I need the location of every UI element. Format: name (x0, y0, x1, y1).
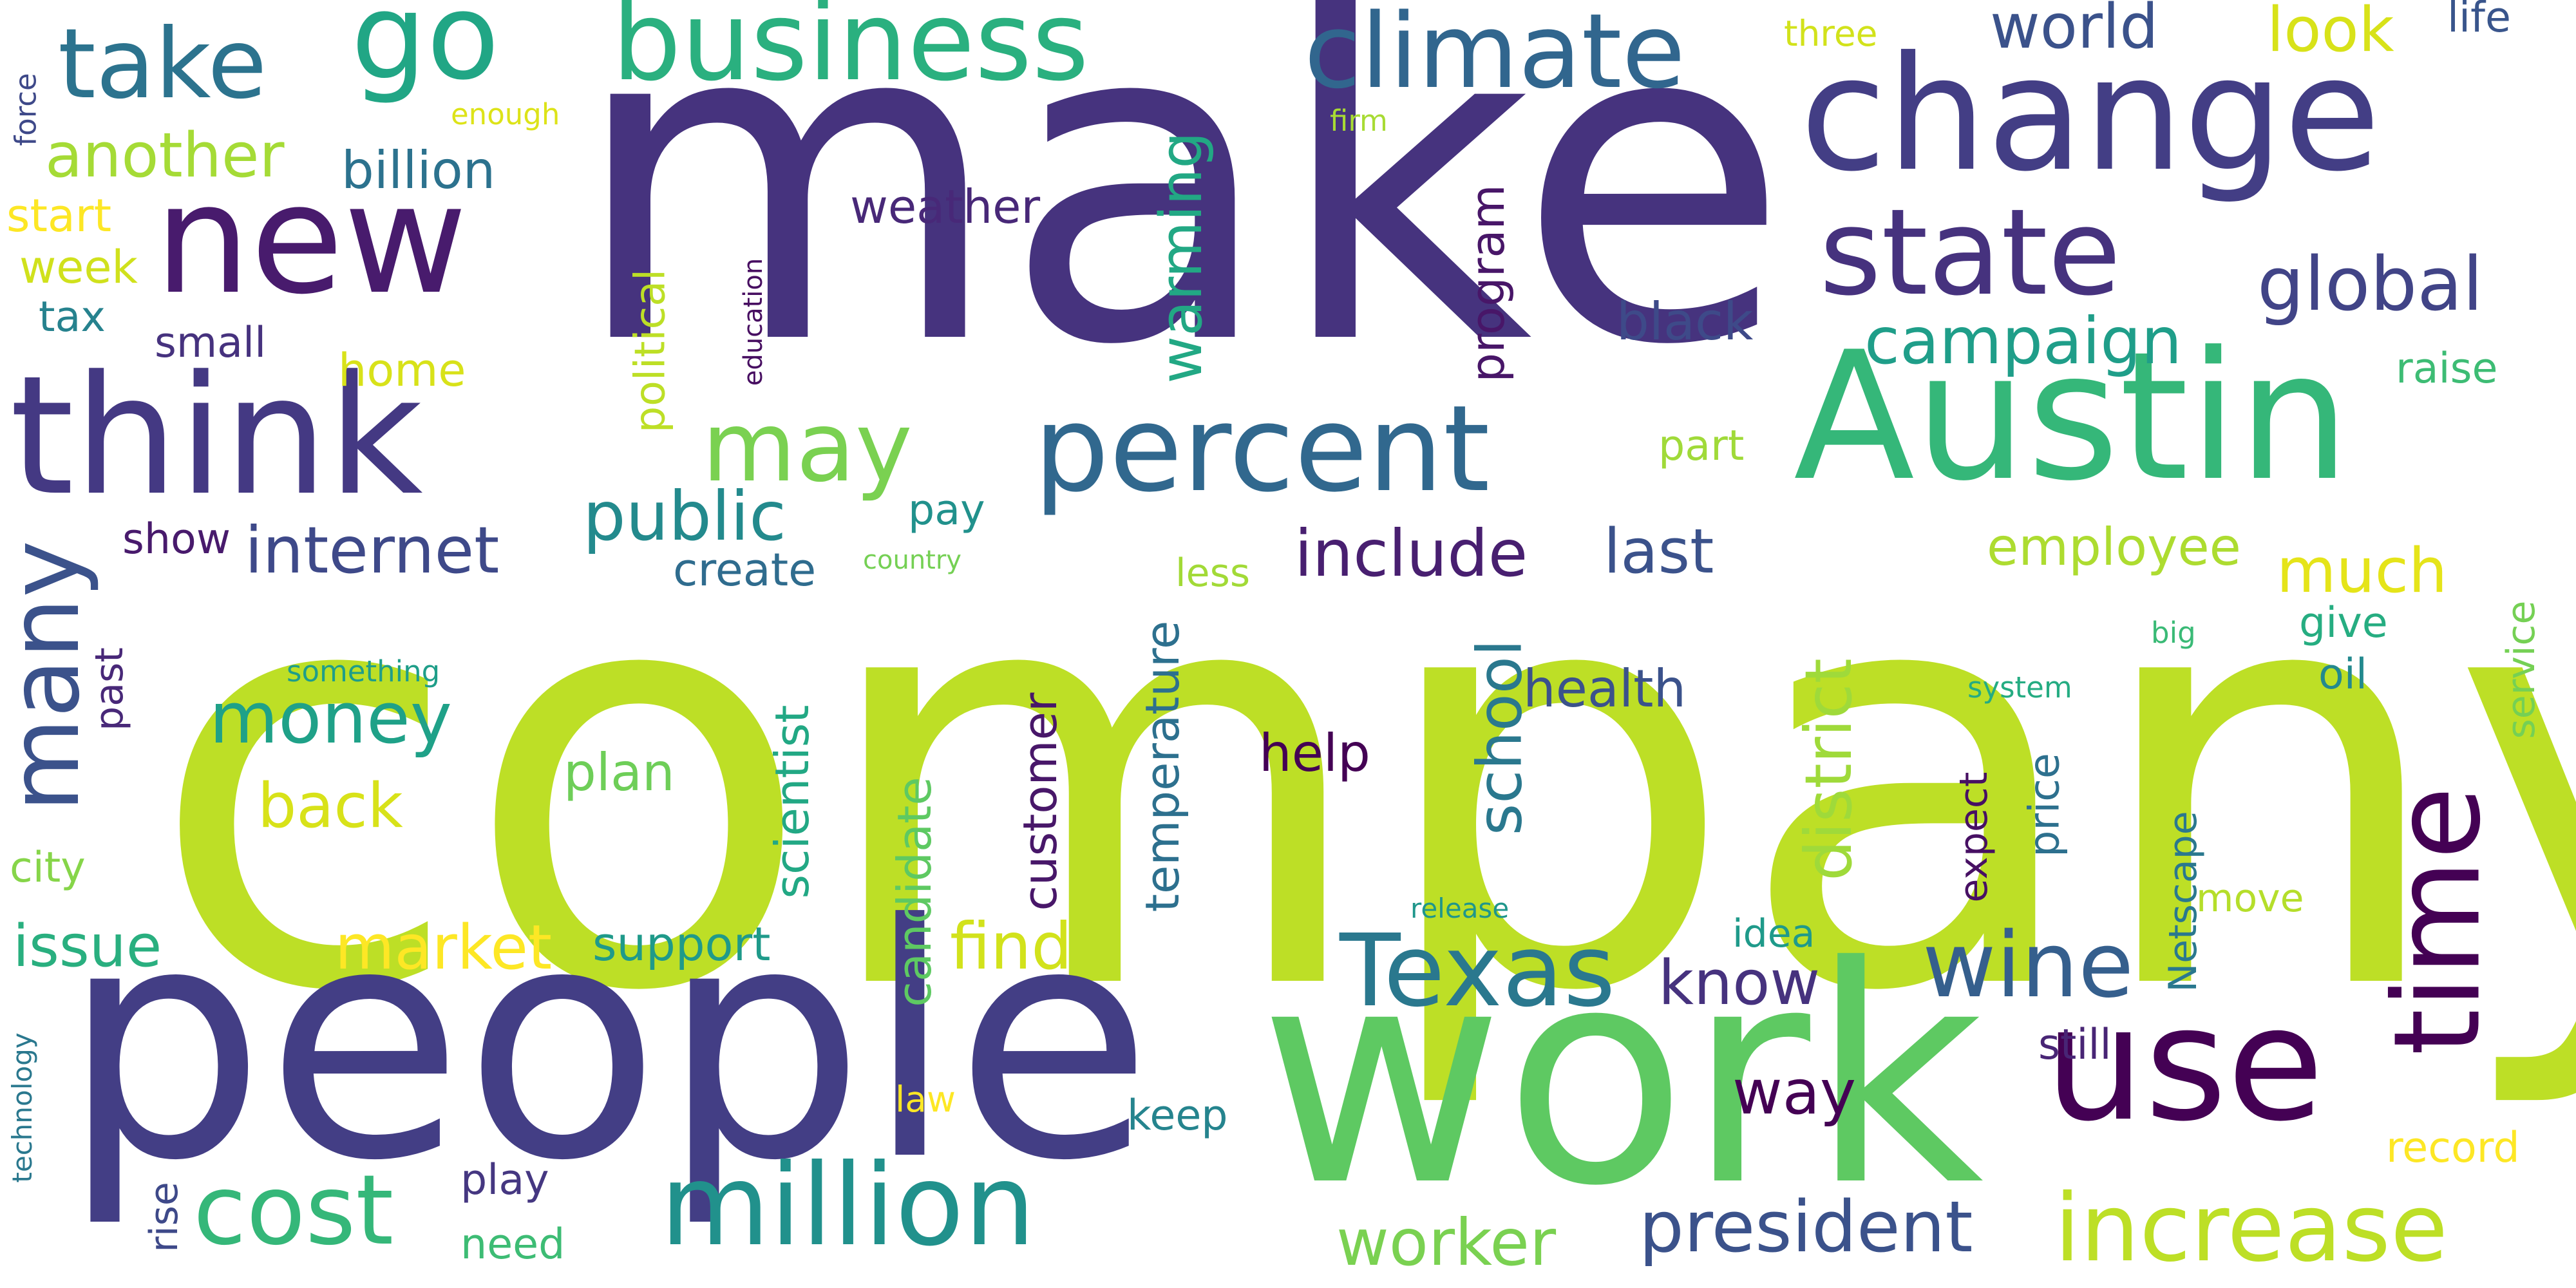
word-country: country (863, 545, 961, 575)
word-program: program (1461, 184, 1515, 383)
word-percent: percent (1034, 379, 1490, 518)
word-district: district (1791, 658, 1866, 881)
word-money: money (209, 677, 452, 759)
word-health: health (1523, 659, 1687, 719)
word-back: back (258, 771, 403, 842)
word-find: find (950, 909, 1072, 984)
word-weather: weather (850, 180, 1041, 234)
word-wine: wine (1922, 913, 2134, 1018)
word-help: help (1259, 723, 1370, 783)
word-school: school (1464, 639, 1536, 836)
word-global: global (2257, 242, 2483, 328)
word-issue: issue (13, 913, 162, 980)
word-employee: employee (1987, 517, 2241, 577)
word-make: make (570, 0, 1790, 442)
word-force: force (8, 73, 43, 146)
word-world: world (1990, 0, 2159, 62)
word-many: many (0, 540, 101, 812)
word-education: education (739, 258, 768, 386)
word-customer: customer (1013, 692, 1067, 911)
word-law: law (895, 1079, 956, 1120)
word-firm: firm (1330, 104, 1388, 138)
word-something: something (287, 654, 440, 688)
word-support: support (592, 917, 771, 971)
word-people: people (61, 856, 1153, 1231)
word-move: move (2196, 876, 2304, 921)
word-tax: tax (39, 293, 106, 341)
word-big: big (2151, 616, 2196, 650)
word-start: start (6, 189, 112, 242)
word-less: less (1175, 551, 1251, 596)
word-need: need (460, 1220, 565, 1269)
word-pay: pay (908, 486, 985, 535)
word-give: give (2299, 599, 2388, 647)
word-create: create (673, 544, 817, 596)
word-play: play (460, 1156, 549, 1204)
word-take: take (58, 8, 267, 120)
word-rise: rise (142, 1182, 187, 1253)
word-still: still (2038, 1021, 2112, 1069)
word-warming: warming (1148, 131, 1215, 384)
word-part: part (1658, 422, 1745, 470)
word-candidate: candidate (887, 777, 942, 1007)
word-release: release (1410, 893, 1510, 924)
word-price: price (2020, 753, 2069, 857)
word-idea: idea (1732, 911, 1815, 956)
word-record: record (2386, 1124, 2520, 1172)
word-temperature: temperature (1135, 620, 1189, 913)
word-way: way (1732, 1057, 1857, 1128)
word-billion: billion (341, 140, 496, 200)
word-raise: raise (2396, 345, 2498, 393)
word-work: work (1259, 902, 1984, 1251)
word-scientist: scientist (765, 705, 819, 899)
word-home: home (338, 344, 466, 397)
word-public: public (583, 477, 786, 556)
word-campaign: campaign (1864, 303, 2183, 379)
word-climate: climate (1304, 0, 1685, 111)
word-time: time (2367, 786, 2507, 1056)
word-new: new (155, 152, 468, 328)
word-market: market (335, 913, 553, 983)
word-system: system (1967, 670, 2072, 705)
word-may: may (702, 392, 913, 504)
word-service: service (2499, 600, 2544, 739)
word-know: know (1658, 948, 1821, 1019)
word-political: political (626, 269, 675, 433)
word-show: show (122, 515, 231, 564)
word-million: million (660, 1141, 1036, 1271)
word-use: use (2045, 972, 2324, 1156)
word-expect: expect (1951, 772, 1996, 903)
word-much: much (2277, 536, 2448, 607)
word-technology: technology (6, 1032, 38, 1183)
word-state: state (1819, 183, 2121, 322)
word-internet: internet (245, 513, 500, 588)
word-cost: cost (193, 1155, 394, 1267)
word-keep: keep (1127, 1092, 1228, 1140)
word-week: week (19, 241, 138, 294)
word-past: past (87, 647, 132, 731)
word-change: change (1800, 23, 2381, 206)
word-austin: Austin (1794, 314, 2351, 520)
word-black: black (1616, 292, 1754, 352)
word-include: include (1294, 516, 1528, 591)
word-another: another (45, 120, 285, 191)
word-business: business (612, 0, 1089, 106)
word-last: last (1604, 516, 1714, 587)
word-president: president (1639, 1186, 1973, 1268)
word-think: think (10, 341, 423, 532)
word-worker: worker (1336, 1205, 1557, 1280)
word-texas: Texas (1340, 913, 1616, 1029)
word-life: life (2447, 0, 2511, 42)
word-three: three (1784, 13, 1878, 54)
word-plan: plan (564, 743, 675, 802)
word-small: small (155, 319, 267, 367)
word-go: go (351, 0, 500, 106)
word-increase: increase (2054, 1174, 2448, 1283)
word-city: city (10, 844, 86, 892)
word-look: look (2267, 0, 2394, 66)
word-enough: enough (451, 97, 560, 131)
word-oil: oil (2318, 650, 2367, 699)
word-company: company (148, 449, 2576, 1116)
